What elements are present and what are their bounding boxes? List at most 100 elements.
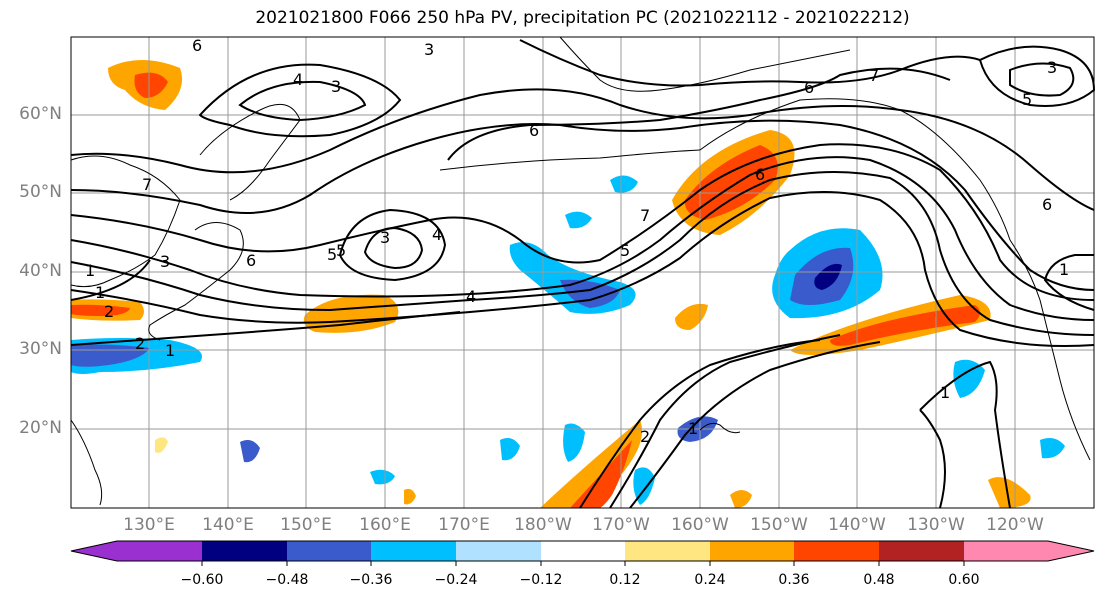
contour-label: 3 — [1047, 58, 1057, 77]
colorbar-swatch — [456, 541, 541, 561]
coast-japan — [148, 222, 244, 341]
coast-aleutians — [439, 149, 701, 171]
coast-philippines — [70, 419, 103, 506]
map-border — [70, 36, 1095, 509]
colorbar-label: 0.60 — [948, 572, 980, 588]
colorbar-swatch — [371, 541, 456, 561]
contour-3 — [70, 143, 1095, 301]
colorbar-swatch — [625, 541, 710, 561]
lat-label: 30°N — [19, 339, 62, 359]
contour-17 — [579, 339, 821, 509]
contour-label: 3 — [424, 40, 434, 59]
colorbar-swatch — [794, 541, 879, 561]
contour-label: 1 — [1059, 260, 1069, 279]
lon-label: 130°W — [907, 515, 965, 535]
colorbar-label: −0.48 — [265, 572, 309, 588]
colorbar-label: 0.48 — [863, 572, 895, 588]
colorbar-label: −0.24 — [434, 572, 478, 588]
contour-4 — [70, 156, 1095, 321]
colorbar-extend-left — [71, 541, 117, 561]
contour-19 — [919, 360, 1011, 509]
colorbar-swatch — [287, 541, 372, 561]
lat-label: 60°N — [19, 104, 62, 124]
contour-label: 1 — [95, 283, 105, 302]
lon-label: 120°W — [986, 515, 1044, 535]
contour-label: 7 — [869, 66, 879, 85]
precip-blob-small-3 — [730, 490, 752, 508]
precip-blob-midpacific — [303, 294, 399, 333]
coast-asia — [70, 155, 181, 288]
pv-contours — [70, 39, 1096, 509]
hawaii-islands — [699, 422, 741, 434]
contour-label: 3 — [380, 228, 390, 247]
coastlines — [70, 36, 1091, 506]
precip-blob-south-band — [540, 420, 643, 508]
colorbar — [70, 540, 1095, 566]
precip-neg-blob-small-8 — [370, 469, 395, 485]
contour-label: 7 — [640, 206, 650, 225]
contour-18 — [629, 341, 881, 509]
contour-label: 5 — [620, 241, 630, 260]
precip-neg-blob-small-1 — [610, 175, 638, 193]
precip-blob-kamchatka-core — [134, 72, 168, 98]
colorbar-extend-right — [1048, 541, 1094, 561]
colorbar-swatch — [541, 541, 626, 561]
precip-neg-blob-small-3 — [953, 359, 985, 398]
colorbar-label: −0.36 — [349, 572, 393, 588]
colorbar-swatch — [202, 541, 287, 561]
contour-label: 1 — [940, 383, 950, 402]
contour-label: 6 — [755, 165, 765, 184]
contour-label: 1 — [688, 419, 698, 438]
contour-label: 6 — [529, 121, 539, 140]
lat-label: 50°N — [19, 182, 62, 202]
lon-label: 150°W — [750, 515, 808, 535]
contour-16 — [609, 334, 841, 509]
gridlines — [71, 37, 1094, 508]
precip-neg-blob-small-6 — [500, 438, 520, 461]
contour-label: 3 — [160, 252, 170, 271]
colorbar-swatch — [964, 541, 1048, 561]
precip-blob-japan-south-core — [71, 304, 130, 316]
precip-blob-east-band-core — [830, 305, 980, 346]
colorbar-label: 0.12 — [609, 572, 641, 588]
contour-22 — [1043, 254, 1095, 311]
coast-namerica — [1009, 239, 1091, 461]
contour-12 — [447, 67, 951, 161]
contour-9 — [238, 80, 367, 122]
contour-label: 6 — [1042, 195, 1052, 214]
precip-blob-small-4 — [404, 488, 416, 505]
lon-label: 170°W — [592, 515, 650, 535]
contour-label: 2 — [135, 334, 145, 353]
map-title: 2021021800 F066 250 hPa PV, precipitatio… — [255, 8, 910, 28]
lat-label: 40°N — [19, 261, 62, 281]
precip-neg-blob-small-5 — [563, 423, 585, 462]
lon-label: 160°E — [359, 515, 411, 535]
contour-2 — [70, 119, 1095, 291]
contour-13 — [519, 39, 981, 87]
precip-neg-blob-small-9 — [1040, 438, 1065, 459]
contour-label: 7 — [142, 175, 152, 194]
colorbar-swatch — [117, 541, 202, 561]
precip-neg-blob-small-2 — [565, 211, 592, 229]
contour-5 — [70, 171, 1095, 336]
precip-neg-blob-east-core — [814, 263, 842, 290]
contour-label: 3 — [331, 77, 341, 96]
contour-label: 2 — [640, 427, 650, 446]
contour-label: 2 — [104, 302, 114, 321]
contour-10 — [338, 208, 447, 282]
colorbar-label: 0.36 — [778, 572, 810, 588]
lon-label: 170°E — [438, 515, 490, 535]
precip-blob-small-2 — [988, 477, 1031, 508]
contour-label-group: 6 3 4 3 6 7 6 3 7 5 6 3 4 5 6 7 5 4 1 2 … — [85, 36, 1069, 446]
colorbar-outline — [70, 540, 1095, 562]
contour-7 — [70, 311, 461, 346]
colorbar-ticks — [201, 561, 965, 566]
contour-15 — [1009, 62, 1075, 97]
precip-positive-fills — [71, 60, 1031, 508]
contour-8 — [198, 63, 402, 138]
lon-label: 160°W — [671, 515, 729, 535]
contour-label: 5 — [327, 245, 337, 264]
colorbar-swatch — [879, 541, 964, 561]
colorbar-label: −0.12 — [519, 572, 563, 588]
